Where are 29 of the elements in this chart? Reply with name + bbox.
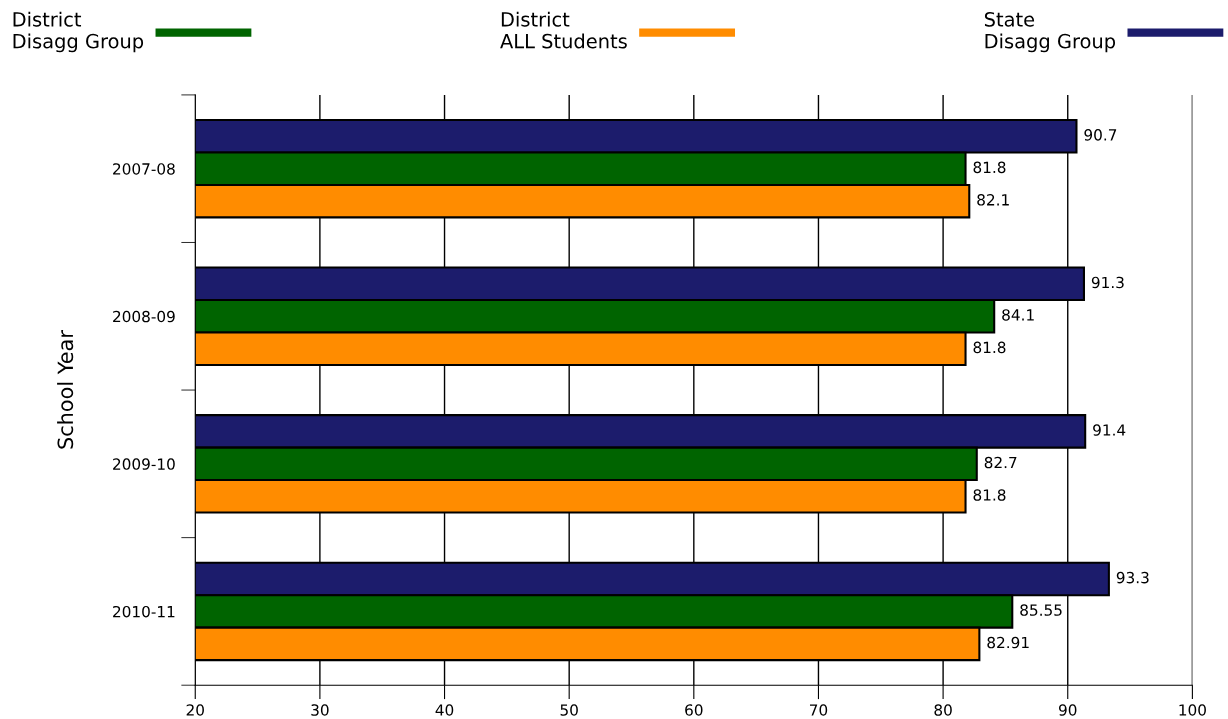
data-label: 81.8 [973, 489, 1006, 501]
x-tick-label: 90 [1058, 704, 1077, 716]
y-tick-label: 2009-10 [113, 458, 175, 470]
x-tick-label: 70 [809, 704, 828, 716]
y-tick-label: 2008-09 [113, 310, 175, 323]
data-label: 81.8 [973, 341, 1006, 354]
data-label: 82.7 [984, 456, 1017, 469]
data-label: 91.4 [1093, 424, 1126, 436]
data-label: 85.55 [1020, 604, 1062, 616]
data-label: 91.3 [1091, 276, 1124, 289]
y-tick-label: 2007-08 [113, 163, 175, 175]
data-label: 93.3 [1116, 571, 1149, 584]
y-tick-label: 2010-11 [113, 605, 175, 618]
y-axis-title: School Year [57, 330, 74, 449]
data-label: 81.8 [973, 161, 1006, 174]
x-tick-label: 80 [934, 704, 952, 716]
data-label: 82.1 [977, 194, 1009, 206]
x-tick-label: 50 [560, 704, 578, 716]
legend-label: State Disagg Group [984, 12, 1116, 53]
data-label: 90.7 [1084, 129, 1117, 141]
legend-label: District Disagg Group [13, 11, 144, 53]
x-tick-label: 40 [435, 704, 454, 716]
x-tick-label: 30 [311, 704, 329, 716]
x-tick-label: 60 [685, 704, 703, 716]
data-label: 84.1 [1002, 309, 1034, 321]
x-tick-label: 100 [1179, 704, 1206, 716]
x-tick-label: 20 [186, 704, 204, 716]
legend-label: District ALL Students [500, 11, 627, 49]
data-label: 82.91 [987, 636, 1029, 649]
